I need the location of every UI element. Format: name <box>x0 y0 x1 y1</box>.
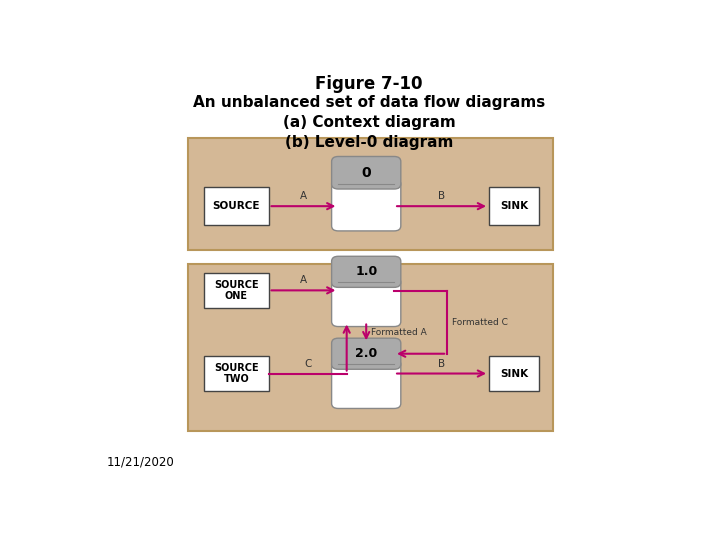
FancyBboxPatch shape <box>489 187 539 225</box>
Text: (a) Context diagram: (a) Context diagram <box>283 115 455 130</box>
FancyBboxPatch shape <box>332 157 401 189</box>
Text: A: A <box>300 191 307 201</box>
Text: B: B <box>438 359 445 368</box>
FancyBboxPatch shape <box>204 273 269 308</box>
Text: 0: 0 <box>361 166 371 180</box>
FancyBboxPatch shape <box>332 359 401 408</box>
FancyBboxPatch shape <box>332 338 401 369</box>
Text: 2.0: 2.0 <box>355 347 377 360</box>
Text: Formatted C: Formatted C <box>451 318 508 327</box>
Text: Figure 7-10: Figure 7-10 <box>315 75 423 93</box>
FancyBboxPatch shape <box>489 356 539 391</box>
Text: SOURCE
ONE: SOURCE ONE <box>214 280 258 301</box>
FancyBboxPatch shape <box>204 356 269 391</box>
Text: B: B <box>438 191 445 201</box>
Text: (b) Level-0 diagram: (b) Level-0 diagram <box>285 135 453 150</box>
FancyBboxPatch shape <box>332 278 401 327</box>
Text: 1.0: 1.0 <box>355 265 377 278</box>
FancyBboxPatch shape <box>204 187 269 225</box>
Text: SINK: SINK <box>500 201 528 211</box>
Text: C: C <box>304 360 311 369</box>
Text: SOURCE: SOURCE <box>212 201 260 211</box>
Text: An unbalanced set of data flow diagrams: An unbalanced set of data flow diagrams <box>193 95 545 110</box>
FancyBboxPatch shape <box>188 138 553 250</box>
Text: SOURCE
TWO: SOURCE TWO <box>214 363 258 384</box>
FancyBboxPatch shape <box>332 256 401 287</box>
Text: SINK: SINK <box>500 368 528 379</box>
Text: A: A <box>300 275 307 285</box>
Text: 11/21/2020: 11/21/2020 <box>107 455 174 468</box>
FancyBboxPatch shape <box>332 179 401 231</box>
Text: Formatted A: Formatted A <box>371 328 426 337</box>
FancyBboxPatch shape <box>188 265 553 431</box>
